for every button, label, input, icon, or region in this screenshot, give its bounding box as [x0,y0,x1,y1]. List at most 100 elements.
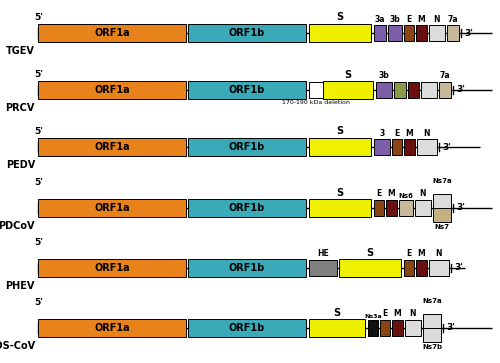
Bar [388,25,402,41]
Text: E: E [382,310,388,318]
Text: PHEV: PHEV [6,281,35,291]
Text: N: N [410,310,416,318]
Text: 3b: 3b [390,15,400,24]
Text: E: E [406,15,412,24]
Text: Ns3a: Ns3a [364,314,382,318]
Bar [408,82,419,98]
Text: 3': 3' [464,29,473,37]
Text: S: S [336,188,344,197]
Text: S: S [334,307,340,318]
Bar [38,199,186,217]
Text: ORF1b: ORF1b [229,203,265,213]
Text: N: N [436,249,442,258]
Bar [38,81,186,99]
Text: S: S [336,12,344,23]
Bar [339,259,401,277]
Text: 3: 3 [380,129,384,138]
Text: Ns7: Ns7 [434,224,450,230]
Text: N: N [424,129,430,138]
Bar [309,138,371,156]
Text: ORF1a: ORF1a [94,28,130,38]
Text: 5': 5' [34,127,43,136]
Text: Ns7b: Ns7b [422,344,442,350]
Text: HE: HE [317,249,329,258]
Bar [429,260,449,276]
Bar [38,319,186,337]
Bar [423,328,441,342]
Text: M: M [418,15,426,24]
Text: 170-190 kDa deletion: 170-190 kDa deletion [282,100,350,105]
Text: 5': 5' [34,70,43,79]
Bar [38,138,186,156]
Bar [309,24,371,42]
Text: S: S [366,248,374,257]
Bar [386,200,397,216]
Text: M: M [418,249,426,258]
Bar [392,320,403,336]
Text: ORF1a: ORF1a [94,263,130,273]
Text: 3': 3' [454,264,463,273]
Text: N: N [420,189,426,199]
Bar [405,320,421,336]
Bar [188,24,306,42]
Bar [309,260,337,276]
Text: ORF1b: ORF1b [229,142,265,152]
Bar [417,139,437,155]
Text: ORF1b: ORF1b [229,263,265,273]
Text: M: M [406,129,413,138]
Bar [38,259,186,277]
Bar [309,199,371,217]
Text: 5': 5' [34,13,43,22]
Bar [323,81,373,99]
Text: ORF1a: ORF1a [94,323,130,333]
Text: 5': 5' [34,298,43,307]
Text: E: E [406,249,412,258]
Text: 3a: 3a [375,15,385,24]
Bar [380,320,390,336]
Bar [415,200,431,216]
Text: TGEV: TGEV [6,46,35,56]
Text: PDCoV: PDCoV [0,221,35,231]
Bar [433,194,451,208]
Text: Ns7a: Ns7a [422,298,442,304]
Bar [416,260,427,276]
Text: ORF1b: ORF1b [229,28,265,38]
Bar [368,320,378,336]
Text: 3': 3' [456,204,465,212]
Text: ORF1a: ORF1a [94,142,130,152]
Text: 3': 3' [456,86,465,94]
Bar [38,24,186,42]
Bar [309,82,323,98]
Bar [433,208,451,222]
Bar [188,199,306,217]
Text: 3': 3' [446,323,455,333]
Bar [421,82,437,98]
Text: ORF1a: ORF1a [94,85,130,95]
Text: PRCV: PRCV [6,103,35,113]
Text: 7a: 7a [448,15,458,24]
Text: M: M [388,189,396,199]
Text: 5': 5' [34,178,43,187]
Text: ORF1b: ORF1b [229,85,265,95]
Bar [439,82,451,98]
Bar [188,319,306,337]
Bar [376,82,392,98]
Text: 3': 3' [442,143,451,151]
Bar [447,25,459,41]
Bar [394,82,406,98]
Text: M: M [394,310,402,318]
Text: Ns7a: Ns7a [432,178,452,184]
Bar [188,81,306,99]
Bar [416,25,427,41]
Text: 3b: 3b [378,72,390,81]
Bar [374,139,390,155]
Text: E: E [394,129,400,138]
Text: 7a: 7a [440,72,450,81]
Bar [404,139,415,155]
Bar [188,259,306,277]
Text: SADS-CoV: SADS-CoV [0,341,35,351]
Bar [374,25,386,41]
Bar [374,200,384,216]
Text: 5': 5' [34,238,43,247]
Text: E: E [376,189,382,199]
